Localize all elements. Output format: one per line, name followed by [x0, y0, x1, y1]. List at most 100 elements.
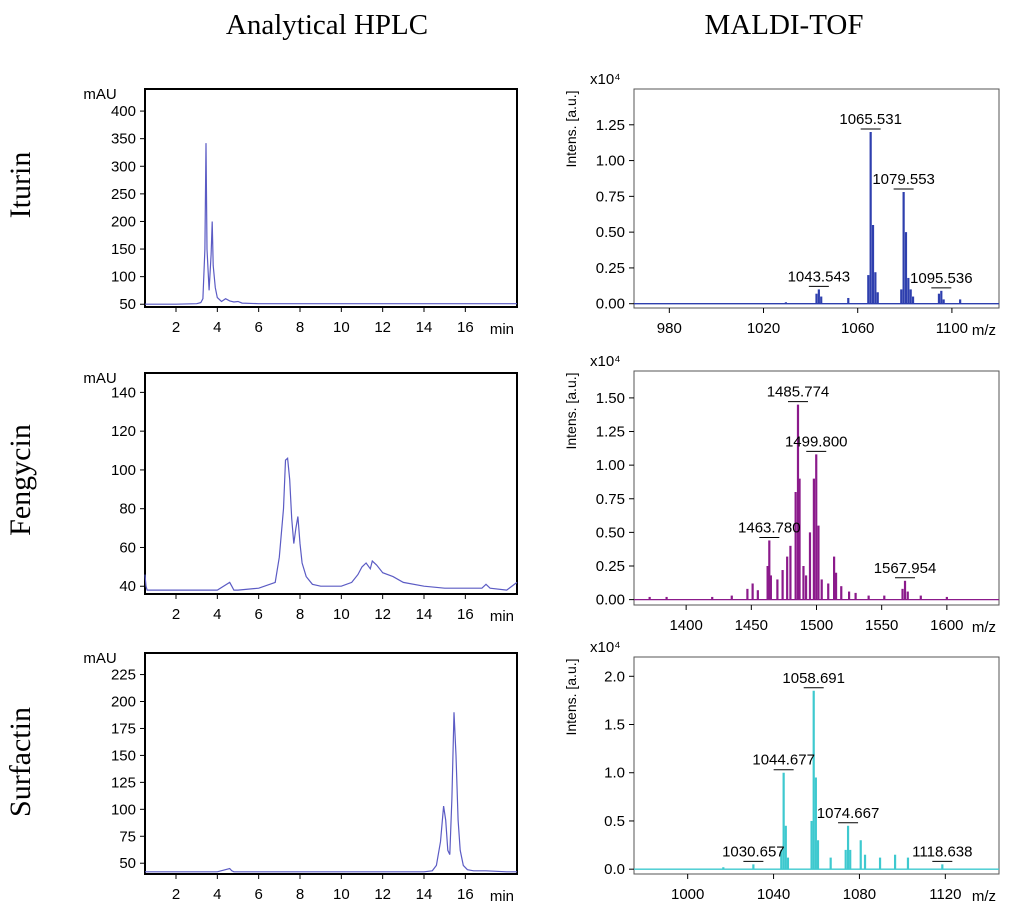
plot-frame: [633, 88, 1000, 309]
peak-label: 1058.691: [782, 670, 845, 687]
y-tick-label: 300: [111, 158, 136, 175]
y-tick-label: 140: [111, 384, 136, 401]
y-tick-label: 400: [111, 103, 136, 120]
y-tick-label: 120: [111, 423, 136, 440]
x-tick-label: 1000: [671, 886, 704, 903]
x-tick-label: 1550: [865, 617, 898, 634]
y-tick-label: 150: [111, 747, 136, 764]
x-unit-label: min: [490, 321, 514, 338]
col-title-hplc: Analytical HPLC: [226, 9, 428, 41]
y-tick-label: 225: [111, 667, 136, 684]
x-tick-label: 980: [657, 320, 682, 337]
x-tick-label: 10: [333, 886, 350, 903]
x-tick-label: 8: [296, 319, 304, 336]
y-tick-label: 0.5: [604, 813, 625, 830]
x-unit-label: m/z: [972, 322, 996, 339]
y-tick-label: 40: [119, 578, 136, 595]
x-unit-label: m/z: [972, 619, 996, 636]
x-tick-label: 1500: [800, 617, 833, 634]
peak-label: 1095.536: [910, 270, 973, 287]
hplc-surfactin-panel: 50 75 100 125 150 175 200 225 2 4 6 8 10 12 14 16 min mAU: [83, 650, 518, 905]
x-tick-label: 1400: [669, 617, 702, 634]
x-tick-label: 14: [416, 606, 433, 623]
y-tick-label: 1.25: [596, 424, 625, 441]
peak-label: 1485.774: [767, 384, 830, 401]
col-title-maldi: MALDI-TOF: [705, 9, 864, 41]
x-tick-label: 1600: [930, 617, 963, 634]
peak-label: 1118.638: [912, 843, 972, 860]
x-tick-label: 6: [254, 319, 262, 336]
row-title-fengycin: Fengycin: [4, 424, 37, 536]
peak-label: 1074.667: [817, 805, 880, 822]
x-tick-label: 14: [416, 319, 433, 336]
x-unit-label: min: [490, 608, 514, 625]
y-tick-label: 75: [119, 828, 136, 845]
hplc-iturin-panel: 50 100 150 200 250 300 350 400 2 4 6 8 10 12 14 16 min mA…: [83, 86, 518, 338]
row-title-iturin: Iturin: [4, 152, 37, 219]
maldi-fengycin-panel: 0.00 0.25 0.50 0.75 1.00 1.25 1.50 1400 1450 1500…: [563, 353, 1000, 636]
x-unit-label: m/z: [972, 888, 996, 905]
y-exponent-label: x10⁴: [590, 639, 621, 656]
chromatogram-line: [144, 457, 518, 591]
x-tick-label: 12: [374, 319, 391, 336]
x-tick-label: 1020: [747, 320, 780, 337]
y-axis-label: Intens. [a.u.]: [563, 658, 579, 735]
x-tick-label: 16: [457, 606, 474, 623]
y-tick-label: 0.25: [596, 260, 625, 277]
peak-label: 1065.531: [839, 111, 902, 128]
peak-label: 1030.657: [722, 843, 785, 860]
y-tick-label: 1.0: [604, 765, 625, 782]
y-tick-label: 0.25: [596, 558, 625, 575]
maldi-surfactin-panel: 0.0 0.5 1.0 1.5 2.0 1000 1040 1080 1120 m/z Intens…: [563, 639, 1000, 905]
y-exponent-label: x10⁴: [590, 71, 621, 88]
peak-label: 1043.543: [788, 268, 851, 285]
y-tick-label: 0.75: [596, 188, 625, 205]
x-tick-label: 12: [374, 606, 391, 623]
plot-frame: [633, 656, 1000, 875]
y-tick-label: 50: [119, 296, 136, 313]
y-tick-label: 50: [119, 855, 136, 872]
x-tick-label: 16: [457, 319, 474, 336]
y-tick-label: 0.50: [596, 524, 625, 541]
x-tick-label: 8: [296, 606, 304, 623]
y-tick-label: 0.75: [596, 491, 625, 508]
x-unit-label: min: [490, 888, 514, 905]
x-tick-label: 6: [254, 606, 262, 623]
y-tick-label: 1.00: [596, 457, 625, 474]
x-tick-label: 14: [416, 886, 433, 903]
y-tick-label: 1.00: [596, 153, 625, 170]
x-tick-label: 1450: [735, 617, 768, 634]
y-tick-label: 200: [111, 694, 136, 711]
y-tick-label: 125: [111, 774, 136, 791]
x-tick-label: 4: [213, 319, 221, 336]
x-tick-label: 4: [213, 606, 221, 623]
x-tick-label: 1060: [841, 320, 874, 337]
x-tick-label: 2: [172, 319, 180, 336]
plot-frame: [144, 372, 518, 595]
y-tick-label: 200: [111, 213, 136, 230]
x-tick-label: 10: [333, 319, 350, 336]
x-tick-label: 1080: [843, 886, 876, 903]
peak-label: 1079.553: [872, 171, 935, 188]
plot-frame: [144, 88, 518, 308]
y-tick-label: 100: [111, 269, 136, 286]
x-tick-label: 10: [333, 606, 350, 623]
x-tick-label: 1120: [929, 886, 961, 903]
x-tick-label: 8: [296, 886, 304, 903]
y-tick-label: 350: [111, 131, 136, 148]
x-tick-label: 12: [374, 886, 391, 903]
y-tick-label: 175: [111, 720, 136, 737]
y-unit-label: mAU: [83, 650, 116, 667]
chromatogram-line: [145, 143, 517, 305]
x-tick-label: 16: [457, 886, 474, 903]
x-tick-label: 6: [254, 886, 262, 903]
x-tick-label: 4: [213, 886, 221, 903]
y-tick-label: 100: [111, 801, 136, 818]
hplc-fengycin-panel: 40 60 80 100 120 140 2 4 6 8 10 12 14 16 min mAU: [83, 370, 518, 625]
row-title-surfactin: Surfactin: [4, 707, 37, 817]
y-unit-label: mAU: [83, 86, 116, 103]
y-tick-label: 0.0: [604, 861, 625, 878]
peak-label: 1463.780: [738, 519, 801, 536]
y-tick-label: 0.50: [596, 224, 625, 241]
